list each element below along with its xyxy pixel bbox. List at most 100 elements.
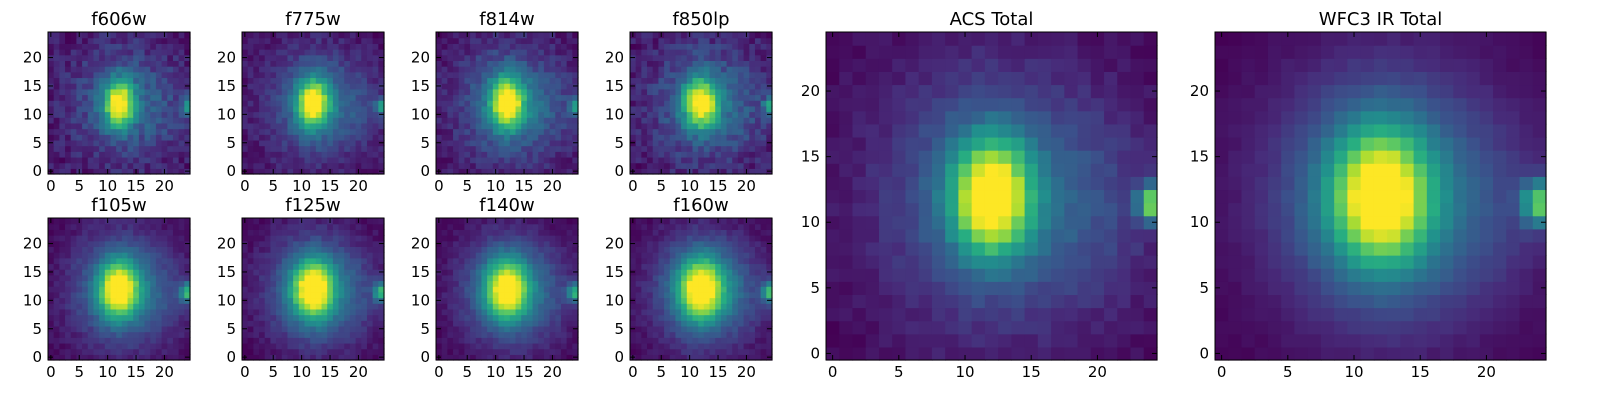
heatmap-cell <box>481 129 487 135</box>
heatmap-cell <box>322 258 328 264</box>
heatmap-cell <box>681 66 687 72</box>
heatmap-cell <box>442 332 448 338</box>
heatmap-cell <box>555 315 561 321</box>
heatmap-cell <box>93 100 99 106</box>
heatmap-cell <box>310 60 316 66</box>
heatmap-cell <box>738 77 744 83</box>
heatmap-cell <box>670 60 676 66</box>
heatmap-cell <box>82 60 88 66</box>
heatmap-cell <box>504 112 510 118</box>
heatmap-cell <box>265 252 271 258</box>
heatmap-cell <box>738 280 744 286</box>
heatmap-cell <box>156 60 162 66</box>
x-tick-label: 10 <box>292 363 311 381</box>
heatmap-cell <box>447 38 453 44</box>
heatmap-cell <box>150 263 156 269</box>
heatmap-cell <box>310 337 316 343</box>
heatmap-cell <box>304 112 310 118</box>
heatmap-cell <box>664 123 670 129</box>
heatmap-cell <box>133 258 139 264</box>
heatmap-cell <box>487 66 493 72</box>
heatmap-cell <box>162 157 168 163</box>
heatmap-cell <box>361 100 367 106</box>
heatmap-cell <box>527 349 533 355</box>
heatmap-cell <box>248 123 254 129</box>
heatmap-cell <box>350 106 356 112</box>
heatmap-cell <box>704 163 710 169</box>
heatmap-cell <box>339 146 345 152</box>
heatmap-cell <box>156 49 162 55</box>
heatmap-cell <box>105 235 111 241</box>
heatmap-cell <box>641 332 647 338</box>
heatmap-cell <box>82 43 88 49</box>
heatmap-cell <box>664 157 670 163</box>
heatmap-cell <box>299 337 305 343</box>
heatmap-cell <box>555 309 561 315</box>
heatmap-cell <box>139 241 145 247</box>
heatmap-cell <box>139 55 145 61</box>
y-tick-label: 5 <box>32 320 42 338</box>
heatmap-cell <box>641 349 647 355</box>
heatmap-cell <box>555 229 561 235</box>
heatmap-cell <box>76 315 82 321</box>
heatmap-cell <box>116 229 122 235</box>
heatmap-cell <box>749 349 755 355</box>
heatmap-cell <box>459 286 465 292</box>
heatmap-cell <box>641 94 647 100</box>
heatmap-cell <box>82 100 88 106</box>
heatmap-cell <box>242 275 248 281</box>
heatmap-cell <box>670 38 676 44</box>
heatmap-cell <box>156 315 162 321</box>
heatmap-cell <box>150 134 156 140</box>
heatmap-cell <box>54 38 60 44</box>
heatmap-cell <box>470 77 476 83</box>
heatmap-cell <box>464 100 470 106</box>
heatmap-cell <box>276 258 282 264</box>
heatmap-cell <box>179 117 185 123</box>
heatmap-cell <box>493 163 499 169</box>
heatmap-cell <box>128 235 134 241</box>
heatmap-cell <box>361 72 367 78</box>
heatmap-cell <box>630 66 636 72</box>
heatmap-cell <box>179 229 185 235</box>
heatmap-cell <box>675 55 681 61</box>
heatmap-cell <box>316 269 322 275</box>
heatmap-cell <box>65 280 71 286</box>
heatmap-cell <box>339 326 345 332</box>
heatmap-cell <box>350 89 356 95</box>
heatmap-cell <box>54 224 60 230</box>
heatmap-cell <box>715 94 721 100</box>
heatmap-cell <box>710 112 716 118</box>
heatmap-cell <box>242 106 248 112</box>
heatmap-cell <box>516 241 522 247</box>
heatmap-cell <box>110 218 116 224</box>
heatmap-cell <box>71 43 77 49</box>
heatmap-cell <box>173 157 179 163</box>
heatmap-cell <box>732 315 738 321</box>
heatmap-cell <box>179 38 185 44</box>
heatmap-cell <box>327 129 333 135</box>
heatmap-cell <box>710 269 716 275</box>
heatmap-cell <box>344 320 350 326</box>
heatmap-cell <box>538 123 544 129</box>
heatmap-cell <box>350 112 356 118</box>
heatmap-cell <box>567 38 573 44</box>
heatmap-cell <box>641 129 647 135</box>
heatmap-cell <box>59 246 65 252</box>
heatmap-cell <box>521 94 527 100</box>
heatmap-cell <box>76 77 82 83</box>
heatmap-cell <box>167 218 173 224</box>
heatmap-cell <box>647 38 653 44</box>
heatmap-cell <box>316 292 322 298</box>
heatmap-cell <box>105 326 111 332</box>
heatmap-cell <box>510 157 516 163</box>
heatmap-cell <box>561 100 567 106</box>
heatmap-cell <box>698 129 704 135</box>
heatmap-cell <box>373 280 379 286</box>
heatmap-cell <box>54 326 60 332</box>
heatmap-cell <box>356 224 362 230</box>
heatmap-cell <box>116 218 122 224</box>
heatmap-cell <box>658 157 664 163</box>
heatmap-cell <box>327 292 333 298</box>
